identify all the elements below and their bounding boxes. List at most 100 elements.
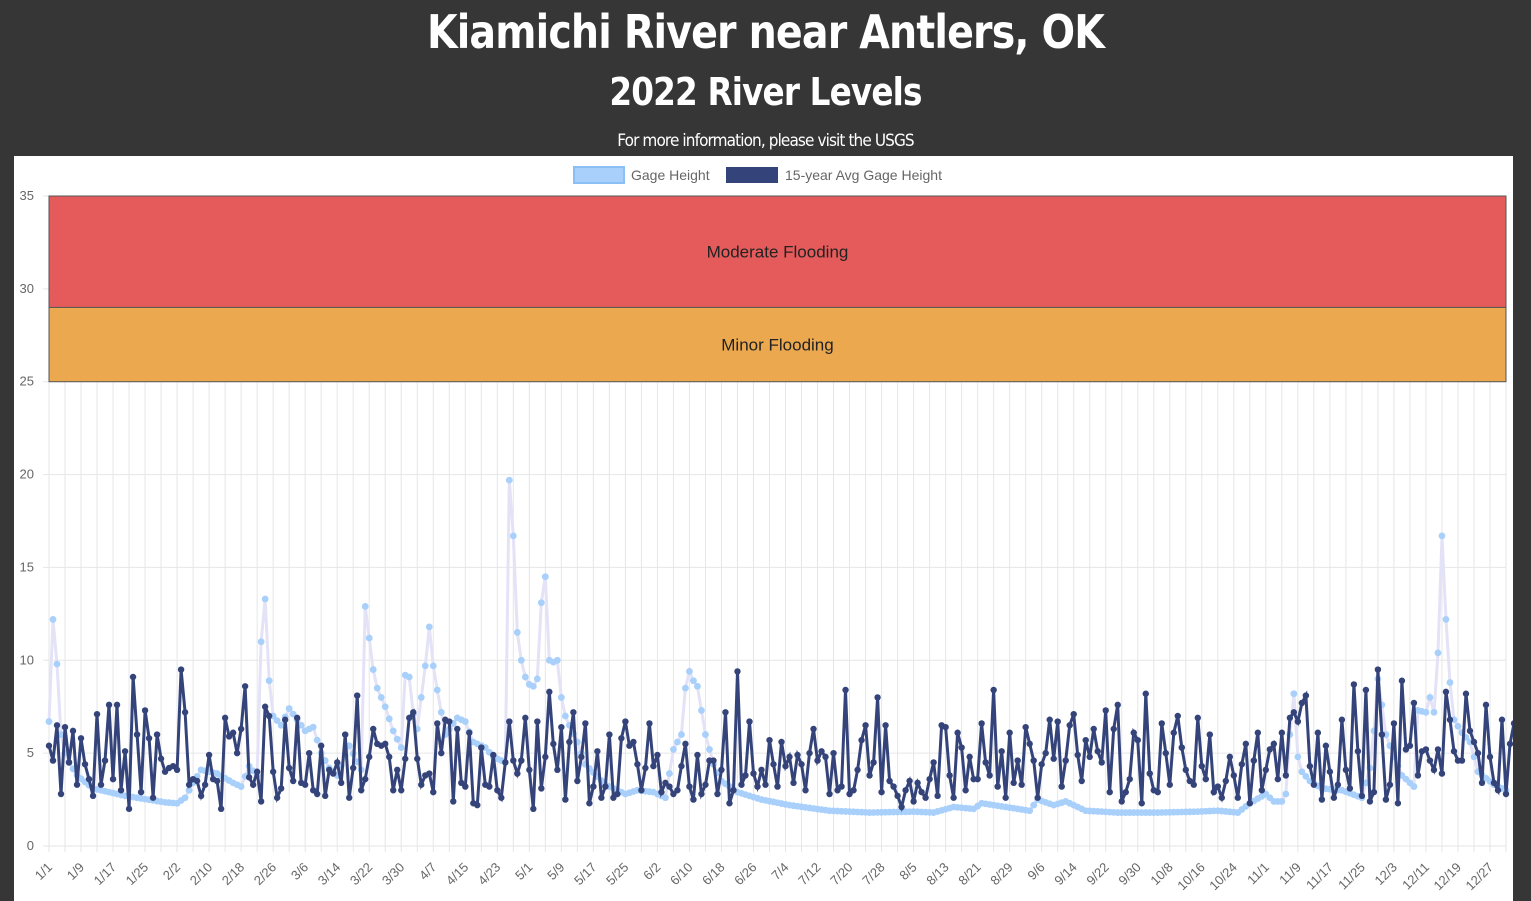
gage-height-point — [57, 731, 65, 738]
avg-gage-height-point — [734, 668, 741, 675]
avg-gage-height-point — [1422, 746, 1430, 753]
avg-gage-height-point — [1038, 761, 1045, 768]
gage-height-point — [1298, 768, 1306, 776]
gage-height-point — [1030, 801, 1038, 809]
x-tick-label: 7/12 — [795, 860, 824, 889]
avg-gage-height-point — [670, 790, 677, 798]
y-tick-label: 15 — [20, 559, 34, 574]
gage-height-point — [309, 723, 317, 731]
avg-gage-height-point — [1462, 690, 1470, 697]
avg-gage-height-point — [414, 755, 421, 762]
x-tick-label: 9/30 — [1115, 860, 1144, 889]
info-text: For more information, please visit the — [617, 131, 875, 151]
avg-gage-height-point — [1450, 748, 1458, 755]
avg-gage-height-point — [1250, 757, 1258, 764]
avg-gage-height-point — [1166, 781, 1173, 788]
avg-gage-height-point — [317, 742, 325, 749]
avg-gage-height-point — [1498, 716, 1506, 723]
legend: Gage Height 15-year Avg Gage Height — [573, 166, 942, 184]
avg-gage-height-point — [846, 790, 853, 798]
avg-gage-height-point — [750, 770, 757, 777]
avg-gage-height-point — [806, 749, 813, 757]
avg-gage-height-point — [662, 779, 669, 787]
avg-gage-height-point — [1242, 740, 1250, 748]
avg-gage-height-point — [898, 803, 905, 811]
avg-gage-height-point — [1298, 699, 1306, 707]
avg-gage-height-point — [1502, 790, 1510, 798]
gage-height-point — [425, 623, 433, 631]
gage-height-point — [421, 662, 429, 670]
avg-gage-height-point — [1190, 781, 1197, 788]
x-tick-label: 11/25 — [1335, 860, 1368, 893]
avg-gage-height-point — [466, 729, 473, 736]
avg-gage-height-point — [1026, 740, 1033, 748]
avg-gage-height-point — [213, 777, 221, 785]
avg-gage-height-point — [261, 703, 269, 710]
avg-gage-height-point — [962, 787, 969, 794]
x-tick-label: 1/9 — [64, 860, 87, 883]
avg-gage-height-point — [674, 787, 681, 794]
avg-gage-height-point — [818, 748, 825, 755]
avg-gage-height-point — [273, 794, 281, 801]
x-tick-label: 1/1 — [32, 860, 55, 883]
avg-gage-height-point — [1330, 794, 1338, 801]
gage-height-point — [53, 660, 61, 668]
avg-gage-height-point — [966, 753, 973, 761]
avg-gage-height-point — [1342, 766, 1350, 774]
avg-gage-height-point — [382, 740, 389, 748]
avg-gage-height-point — [794, 751, 801, 759]
gage-height-point — [517, 656, 525, 664]
gage-height-point — [277, 721, 285, 729]
avg-gage-height-point — [89, 792, 97, 800]
avg-gage-height-point — [129, 673, 137, 681]
gage-height-point — [686, 668, 693, 675]
avg-gage-height-point — [285, 764, 293, 772]
avg-gage-height-point — [1434, 746, 1442, 753]
avg-gage-height-point — [726, 800, 733, 807]
gage-height-point — [389, 727, 397, 735]
avg-gage-height-point — [1510, 720, 1513, 727]
avg-gage-height-point — [570, 709, 577, 716]
x-tick-label: 8/5 — [896, 860, 919, 883]
x-tick-label: 3/22 — [347, 860, 376, 889]
avg-gage-height-point — [1426, 757, 1434, 764]
avg-gage-height-point — [474, 801, 481, 809]
avg-gage-height-point — [834, 787, 841, 794]
avg-gage-height-point — [710, 757, 717, 764]
avg-gage-height-point — [1390, 720, 1398, 727]
avg-gage-height-point — [342, 731, 349, 738]
x-tick-label: 1/17 — [91, 860, 120, 889]
avg-gage-height-point — [201, 781, 209, 788]
avg-gage-height-point — [454, 725, 461, 733]
gage-height-point — [670, 746, 677, 753]
gage-height-point — [505, 476, 513, 484]
avg-gage-height-point — [325, 766, 333, 774]
x-tick-label: 3/30 — [379, 860, 408, 889]
avg-gage-height-point — [1034, 794, 1041, 801]
gage-height-point — [45, 718, 53, 725]
avg-gage-height-point — [462, 783, 469, 790]
avg-gage-height-point — [249, 781, 257, 788]
avg-gage-height-point — [149, 794, 157, 801]
avg-gage-height-point — [53, 722, 61, 729]
avg-gage-height-point — [958, 744, 965, 751]
avg-gage-height-point — [646, 720, 653, 727]
avg-gage-height-point — [301, 781, 309, 788]
avg-gage-height-point — [1106, 788, 1113, 796]
legend-label-avg-gage-height: 15-year Avg Gage Height — [785, 167, 942, 183]
avg-gage-height-point — [922, 794, 929, 801]
avg-gage-height-point — [886, 777, 893, 785]
avg-gage-height-point — [145, 735, 153, 742]
avg-gage-height-point — [1358, 792, 1366, 800]
x-tick-label: 11/17 — [1303, 860, 1336, 893]
avg-gage-height-point — [526, 766, 533, 774]
avg-gage-height-point — [398, 787, 405, 794]
avg-gage-height-point — [774, 783, 781, 790]
avg-gage-height-point — [157, 755, 165, 762]
avg-gage-height-point — [1042, 749, 1049, 757]
avg-gage-height-point — [430, 788, 437, 796]
avg-gage-height-point — [141, 707, 149, 714]
usgs-link[interactable]: USGS — [874, 131, 915, 151]
avg-gage-height-point — [682, 740, 689, 748]
gage-height-point — [1282, 790, 1290, 798]
